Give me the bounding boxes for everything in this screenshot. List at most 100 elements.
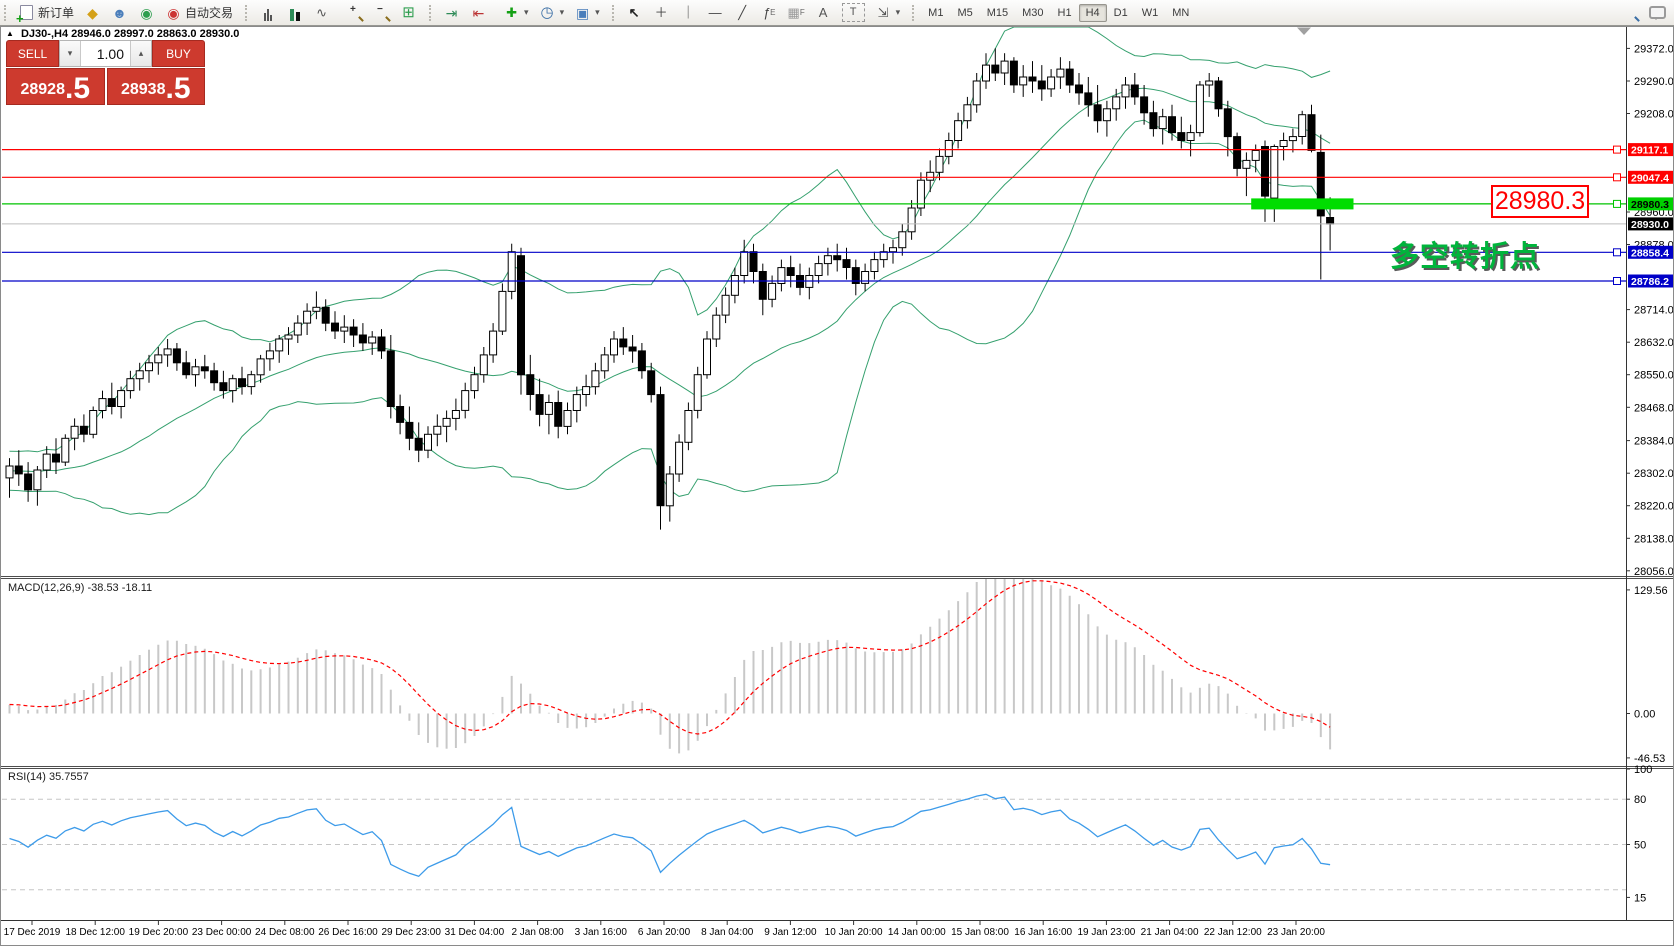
toolbar-group-dropdowns: ✚ ▾ ◷ ▾ ▣ ▾ — [495, 0, 608, 25]
price-axis[interactable]: 29372.029290.029208.028960.028878.028714… — [1626, 26, 1674, 920]
svg-text:6 Jan 20:00: 6 Jan 20:00 — [638, 927, 691, 938]
text-label-button[interactable]: T — [837, 3, 870, 22]
chevron-down-icon: ▾ — [559, 7, 565, 17]
channel-button[interactable]: ▦ F — [783, 3, 810, 22]
svg-text:2 Jan 08:00: 2 Jan 08:00 — [511, 927, 564, 938]
hline-anchor[interactable] — [1613, 277, 1621, 285]
tile-windows-button[interactable]: ⊞ — [395, 3, 422, 22]
buy-price-button[interactable]: 28938.5 — [106, 68, 205, 105]
timeframe-button-H4[interactable]: H4 — [1078, 3, 1107, 22]
cursor-button[interactable]: ↖ — [621, 3, 648, 22]
rsi-indicator-label: RSI(14) 35.7557 — [8, 771, 89, 783]
chart-shift-marker-icon[interactable] — [1297, 27, 1311, 36]
chart-shift-button[interactable]: ⇤ — [465, 3, 492, 22]
buy-price-frac: .5 — [165, 71, 191, 105]
volume-decrease-button[interactable]: ▾ — [60, 41, 81, 66]
sell-button[interactable]: SELL — [6, 40, 59, 67]
collapse-panel-icon[interactable]: ▲ — [6, 29, 14, 38]
autotrading-icon: ◉ — [167, 4, 180, 21]
svg-text:31 Dec 04:00: 31 Dec 04:00 — [445, 927, 505, 938]
toolbar-grip[interactable] — [245, 4, 251, 21]
hline-anchor[interactable] — [1613, 173, 1621, 182]
svg-text:28220.0: 28220.0 — [1634, 501, 1674, 513]
timeframe-button-M1[interactable]: M1 — [928, 6, 944, 19]
chart-canvas[interactable]: 29372.029290.029208.028960.028878.028714… — [0, 26, 1674, 946]
toolbar-grip[interactable] — [429, 4, 435, 21]
svg-text:28384.0: 28384.0 — [1634, 436, 1674, 448]
timeframe-button-MN[interactable]: MN — [1172, 6, 1190, 19]
price-callout-label[interactable]: 28980.3 — [1491, 185, 1589, 218]
search-button[interactable] — [1617, 3, 1644, 22]
svg-text:29 Dec 23:00: 29 Dec 23:00 — [381, 927, 441, 938]
timeframe-button-D1[interactable]: D1 — [1113, 6, 1128, 19]
trendline-button[interactable]: ╱ — [729, 3, 756, 22]
autotrading-button[interactable]: ◉ 自动交易 — [160, 3, 238, 22]
signals-button[interactable]: ◉ — [133, 3, 160, 22]
timeframe-button-M30[interactable]: M30 — [1022, 6, 1044, 19]
hline-anchor[interactable] — [1613, 145, 1621, 154]
pane-separator-2[interactable] — [0, 766, 1674, 769]
chat-button[interactable] — [1644, 3, 1671, 22]
chart-candles-button[interactable] — [281, 3, 308, 22]
price-badge-28858.4: 28858.4 — [1628, 245, 1674, 259]
autoscroll-button[interactable]: ⇥ — [438, 3, 465, 22]
toolbar-grip[interactable] — [912, 4, 918, 21]
price-badge-28786.2: 28786.2 — [1628, 274, 1674, 288]
toolbar-group-scroll: ⇥ ⇤ — [425, 0, 495, 25]
svg-text:8 Jan 04:00: 8 Jan 04:00 — [701, 927, 754, 938]
horizontal-line-button[interactable]: — — [702, 3, 729, 22]
text-icon: A — [818, 5, 828, 20]
svg-text:0.00: 0.00 — [1634, 709, 1655, 721]
candlestick-series — [5, 48, 1335, 530]
indicators-button[interactable]: ✚ ▾ — [498, 3, 534, 22]
svg-text:24 Dec 08:00: 24 Dec 08:00 — [255, 927, 315, 938]
toolbar-grip[interactable] — [4, 4, 10, 21]
timeframe-button-M15[interactable]: M15 — [986, 6, 1009, 19]
market-button[interactable]: ◆ — [79, 3, 106, 22]
chart-annotation-text[interactable]: 多空转折点 — [1390, 241, 1541, 273]
periods-button[interactable]: ◷ ▾ — [534, 3, 570, 22]
macd-pane — [8, 579, 1332, 754]
text-button[interactable]: A — [810, 3, 837, 22]
timeframe-button-W1[interactable]: W1 — [1141, 6, 1159, 19]
symbol-name: DJ30-,H4 — [20, 28, 69, 40]
timeframe-button-H1[interactable]: H1 — [1057, 6, 1072, 19]
svg-text:50: 50 — [1634, 840, 1646, 852]
volume-input[interactable]: 1.00 — [96, 45, 124, 62]
hline-anchor[interactable] — [1613, 199, 1621, 208]
timeframe-button-M5[interactable]: M5 — [957, 6, 973, 19]
chart-line-button[interactable]: ∿ — [308, 3, 335, 22]
new-order-button[interactable]: 新订单 — [13, 3, 79, 25]
hline-anchor[interactable] — [1613, 248, 1621, 257]
zoom-out-button[interactable]: − — [368, 3, 395, 22]
sell-price-button[interactable]: 28928.5 — [6, 68, 105, 105]
profile-button[interactable]: ☻ — [106, 3, 133, 22]
trendline-icon: ╱ — [738, 5, 747, 20]
svg-text:10 Jan 20:00: 10 Jan 20:00 — [825, 927, 883, 938]
svg-text:28632.0: 28632.0 — [1634, 337, 1674, 349]
price-badge-28980.3: 28980.3 — [1628, 197, 1674, 211]
zoom-in-icon: + — [346, 4, 363, 21]
vertical-line-button[interactable]: ｜ — [675, 3, 702, 22]
crosshair-button[interactable]: ＋ — [648, 3, 675, 22]
svg-text:28930.0: 28930.0 — [1631, 219, 1669, 231]
time-axis[interactable]: 17 Dec 2019 18 Dec 12:00 19 Dec 20:00 23 De… — [0, 920, 1674, 938]
bollinger-bands — [9, 26, 1331, 516]
toolbar-grip[interactable] — [611, 4, 618, 21]
volume-increase-button[interactable]: ▴ — [130, 41, 151, 66]
svg-text:26 Dec 16:00: 26 Dec 16:00 — [318, 927, 378, 938]
svg-text:28550.0: 28550.0 — [1634, 370, 1674, 382]
templates-button[interactable]: ▣ ▾ — [569, 3, 605, 22]
macd-indicator-label: MACD(12,26,9) -38.53 -18.11 — [8, 582, 153, 594]
buy-button[interactable]: BUY — [152, 40, 205, 67]
channel-icon: ▦ F — [787, 5, 805, 20]
arrows-button[interactable]: ⇲ ▾ — [870, 3, 906, 22]
pane-separator-1[interactable] — [0, 576, 1674, 579]
sell-price-frac: .5 — [64, 71, 91, 105]
svg-text:28302.0: 28302.0 — [1634, 468, 1674, 480]
chart-bars-button[interactable] — [254, 3, 281, 22]
zoom-in-button[interactable]: + — [341, 3, 368, 22]
highlight-zone[interactable] — [1251, 198, 1354, 210]
